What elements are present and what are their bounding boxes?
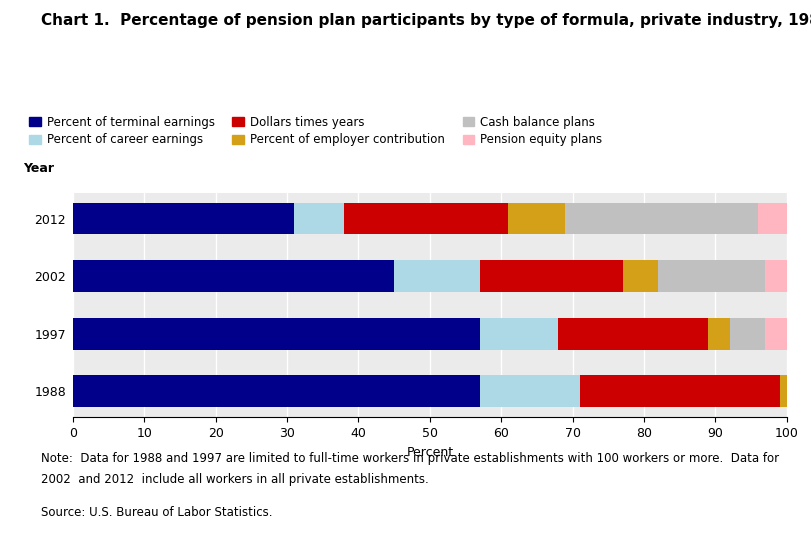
- Bar: [73, 376, 480, 407]
- Text: Source: U.S. Bureau of Labor Statistics.: Source: U.S. Bureau of Labor Statistics.: [41, 506, 272, 518]
- Bar: [508, 203, 565, 234]
- Bar: [480, 261, 623, 292]
- Bar: [623, 261, 659, 292]
- Bar: [766, 261, 787, 292]
- Text: Year: Year: [23, 162, 54, 174]
- Bar: [580, 376, 779, 407]
- Bar: [565, 203, 758, 234]
- Text: 2002  and 2012  include all workers in all private establishments.: 2002 and 2012 include all workers in all…: [41, 473, 428, 486]
- X-axis label: Percent: Percent: [406, 446, 453, 458]
- Bar: [659, 261, 766, 292]
- Text: Chart 1.  Percentage of pension plan participants by type of formula, private in: Chart 1. Percentage of pension plan part…: [41, 13, 811, 28]
- Bar: [758, 203, 787, 234]
- Bar: [708, 318, 730, 349]
- Bar: [73, 261, 394, 292]
- Bar: [294, 203, 344, 234]
- Bar: [73, 318, 480, 349]
- Bar: [558, 318, 708, 349]
- Bar: [344, 203, 508, 234]
- Bar: [766, 318, 787, 349]
- Bar: [480, 318, 558, 349]
- Bar: [730, 318, 766, 349]
- Bar: [73, 203, 294, 234]
- Bar: [480, 376, 580, 407]
- Bar: [779, 376, 787, 407]
- Bar: [394, 261, 480, 292]
- Text: Note:  Data for 1988 and 1997 are limited to full-time workers in private establ: Note: Data for 1988 and 1997 are limited…: [41, 452, 779, 465]
- Legend: Percent of terminal earnings, Percent of career earnings, Dollars times years, P: Percent of terminal earnings, Percent of…: [29, 116, 603, 146]
